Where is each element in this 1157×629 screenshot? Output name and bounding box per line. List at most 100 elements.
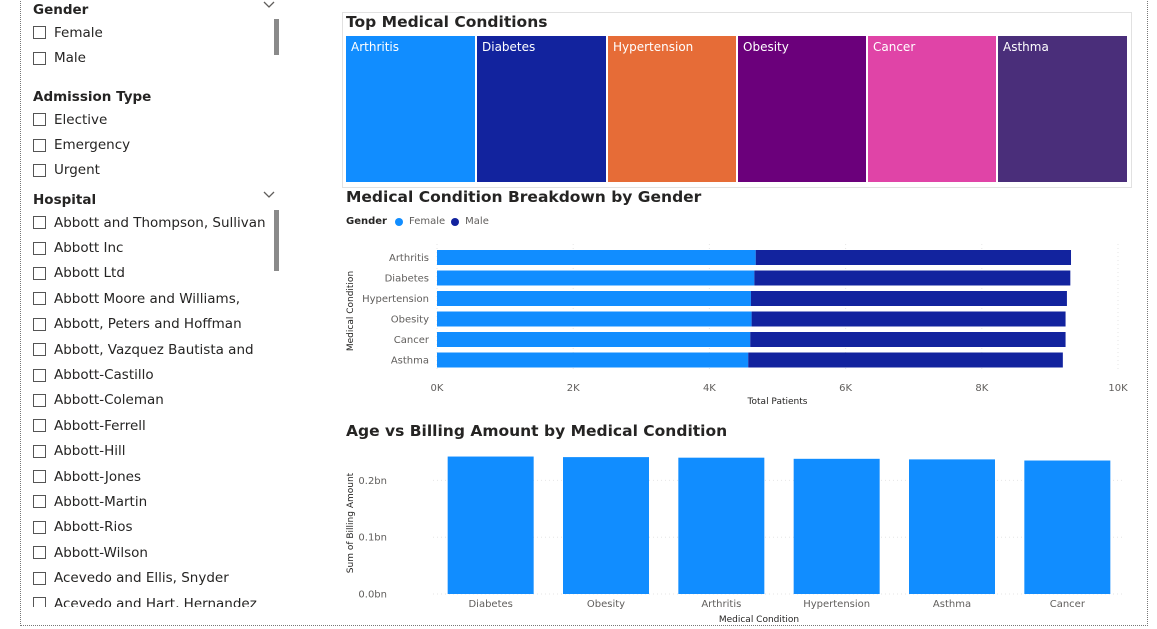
checkbox[interactable] xyxy=(33,26,46,40)
slicer-option[interactable]: Abbott and Thompson, Sullivan xyxy=(33,210,278,235)
gender-chart-title: Medical Condition Breakdown by Gender xyxy=(346,188,702,206)
chevron-down-icon[interactable] xyxy=(263,1,275,11)
slicer-option[interactable]: Abbott-Martin xyxy=(33,489,278,514)
slicer-option[interactable]: Abbott, Peters and Hoffman xyxy=(33,312,278,337)
slicer-option[interactable]: Male xyxy=(33,45,283,70)
checkbox[interactable] xyxy=(33,520,46,534)
slicer-option-label: Abbott-Castillo xyxy=(54,367,154,384)
bar-female xyxy=(437,250,756,265)
slicer-option[interactable]: Elective xyxy=(33,107,283,132)
y-axis-title: Medical Condition xyxy=(346,271,356,351)
slicer-option[interactable]: Female xyxy=(33,20,283,45)
legend-female-dot xyxy=(394,217,403,226)
x-axis-title: Total Patients xyxy=(747,397,808,407)
legend-female-label[interactable]: Female xyxy=(408,216,446,227)
billing-chart-title: Age vs Billing Amount by Medical Conditi… xyxy=(346,422,728,440)
checkbox[interactable] xyxy=(33,571,46,585)
admission-type-slicer-title: Admission Type xyxy=(33,87,283,107)
checkbox[interactable] xyxy=(33,597,46,607)
checkbox[interactable] xyxy=(33,317,46,331)
chevron-down-icon[interactable] xyxy=(263,191,275,201)
treemap-tile[interactable]: Asthma xyxy=(998,36,1127,182)
treemap-tile[interactable]: Obesity xyxy=(738,36,866,182)
slicer-option-label: Abbott Inc xyxy=(54,240,124,257)
admission-type-slicer: Admission Type Elective Emergency Urgent xyxy=(33,87,283,183)
gender-options-list: Female Male xyxy=(33,20,283,71)
slicer-option-label: Abbott-Coleman xyxy=(54,392,164,409)
x-category-label: Asthma xyxy=(933,599,971,610)
gender-slicer-title-text: Gender xyxy=(33,2,89,18)
hospital-slicer-title-text: Hospital xyxy=(33,192,97,208)
column-bar xyxy=(793,458,880,594)
slicer-option[interactable]: Urgent xyxy=(33,158,283,183)
slicer-option-label: Acevedo and Hart, Hernandez xyxy=(54,595,257,607)
hospital-scrollbar[interactable] xyxy=(274,210,279,271)
y-axis-title: Sum of Billing Amount xyxy=(346,472,356,573)
slicer-option[interactable]: Abbott-Ferrell xyxy=(33,413,278,438)
checkbox[interactable] xyxy=(33,216,46,230)
checkbox[interactable] xyxy=(33,546,46,560)
y-category-label: Hypertension xyxy=(362,294,429,305)
slicer-option[interactable]: Abbott-Castillo xyxy=(33,362,278,387)
slicer-option[interactable]: Abbott Ltd xyxy=(33,261,278,286)
slicer-option-label: Elective xyxy=(54,111,108,128)
hospital-slicer: Hospital xyxy=(33,190,283,210)
checkbox[interactable] xyxy=(33,292,46,306)
x-tick-label: 10K xyxy=(1108,383,1128,394)
y-tick-label: 0.0bn xyxy=(358,590,387,601)
bar-male xyxy=(755,250,1072,265)
checkbox[interactable] xyxy=(33,393,46,407)
checkbox[interactable] xyxy=(33,419,46,433)
bar-male xyxy=(751,311,1066,327)
x-tick-label: 8K xyxy=(975,383,988,394)
treemap-tile[interactable]: Diabetes xyxy=(477,36,606,182)
treemap-tile[interactable]: Cancer xyxy=(868,36,996,182)
treemap-tile[interactable]: Hypertension xyxy=(608,36,736,182)
bar-female xyxy=(437,291,751,306)
slicer-option[interactable]: Abbott-Hill xyxy=(33,439,278,464)
bar-female xyxy=(437,332,751,347)
slicer-option[interactable]: Abbott-Coleman xyxy=(33,388,278,413)
checkbox[interactable] xyxy=(33,495,46,509)
slicer-option-label: Acevedo and Ellis, Snyder xyxy=(54,570,229,587)
hospital-options-viewport[interactable]: Abbott and Thompson, Sullivan Abbott Inc A… xyxy=(33,210,278,607)
treemap-visual xyxy=(342,12,1132,188)
checkbox[interactable] xyxy=(33,470,46,484)
checkbox[interactable] xyxy=(33,343,46,357)
slicer-option[interactable]: Acevedo and Hart, Hernandez xyxy=(33,591,278,607)
treemap-tile[interactable]: Arthritis xyxy=(346,36,475,182)
slicer-option[interactable]: Emergency xyxy=(33,132,283,157)
slicer-option-label: Abbott-Jones xyxy=(54,468,141,485)
x-axis-title: Medical Condition xyxy=(719,615,799,625)
y-tick-label: 0.1bn xyxy=(358,533,387,544)
slicer-option[interactable]: Abbott-Rios xyxy=(33,515,278,540)
slicer-option-label: Emergency xyxy=(54,137,131,154)
slicer-option[interactable]: Acevedo and Ellis, Snyder xyxy=(33,565,278,590)
bar-male xyxy=(754,270,1071,286)
bar-female xyxy=(437,270,755,286)
checkbox[interactable] xyxy=(33,163,46,177)
legend-title: Gender xyxy=(346,216,387,227)
column-bar xyxy=(909,459,995,594)
slicer-option[interactable]: Abbott Inc xyxy=(33,235,278,260)
slicer-option[interactable]: Abbott Moore and Williams, xyxy=(33,286,278,311)
slicer-option-label: Abbott-Rios xyxy=(54,519,133,536)
checkbox[interactable] xyxy=(33,444,46,458)
hospital-options-list: Abbott and Thompson, Sullivan Abbott Inc A… xyxy=(33,210,278,607)
checkbox[interactable] xyxy=(33,138,46,152)
x-tick-label: 2K xyxy=(567,383,580,394)
gender-scrollbar[interactable] xyxy=(274,19,279,55)
checkbox[interactable] xyxy=(33,51,46,65)
slicer-option-label: Abbott-Wilson xyxy=(54,544,148,561)
slicer-option[interactable]: Abbott, Vazquez Bautista and xyxy=(33,337,278,362)
slicer-option[interactable]: Abbott-Wilson xyxy=(33,540,278,565)
slicer-option[interactable]: Abbott-Jones xyxy=(33,464,278,489)
slicer-option-label: Female xyxy=(54,24,103,41)
checkbox[interactable] xyxy=(33,266,46,280)
x-category-label: Hypertension xyxy=(803,599,870,610)
checkbox[interactable] xyxy=(33,241,46,255)
slicer-option-label: Abbott-Hill xyxy=(54,443,126,460)
checkbox[interactable] xyxy=(33,368,46,382)
checkbox[interactable] xyxy=(33,113,46,127)
legend-male-label[interactable]: Male xyxy=(465,216,489,227)
